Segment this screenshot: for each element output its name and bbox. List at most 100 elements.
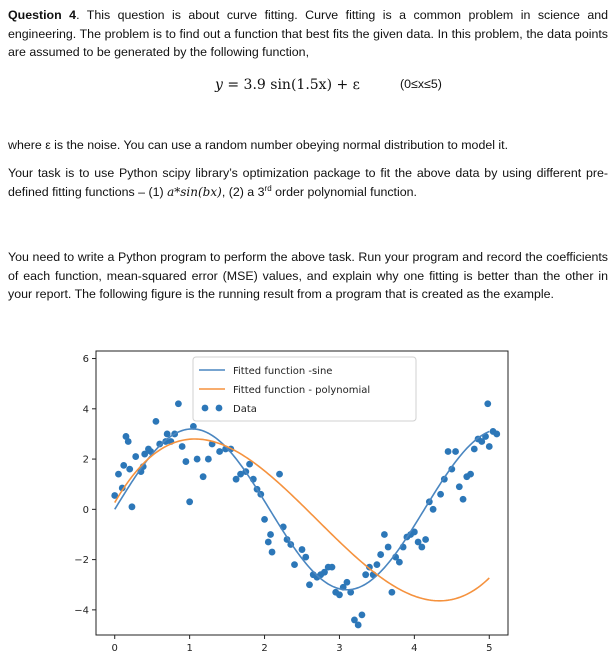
x-tick-label: 5 — [486, 643, 492, 652]
data-point — [437, 490, 444, 498]
data-point — [388, 588, 396, 596]
data-point — [414, 538, 422, 546]
data-point — [493, 430, 501, 438]
x-tick-label: 2 — [261, 643, 267, 652]
data-point — [354, 621, 362, 629]
data-point — [470, 445, 478, 453]
data-point — [362, 571, 370, 579]
data-point — [328, 563, 336, 571]
data-point — [186, 498, 194, 506]
y-tick-label: 4 — [83, 404, 89, 415]
data-point — [418, 543, 426, 551]
data-point — [351, 616, 358, 624]
data-point — [115, 470, 122, 478]
data-point — [306, 581, 313, 589]
data-point — [156, 440, 164, 448]
data-point — [132, 453, 140, 460]
data-point — [175, 400, 182, 408]
question-intro-text: . This question is about curve fitting. … — [8, 8, 608, 59]
data-point — [182, 458, 190, 465]
legend-poly-label: Fitted function - polynomial — [233, 385, 370, 396]
data-point — [410, 528, 418, 536]
data-point — [467, 470, 474, 478]
polynomial-fit-line — [114, 438, 490, 602]
data-point — [128, 503, 136, 511]
data-point — [124, 438, 132, 445]
data-point — [232, 475, 240, 483]
data-point — [395, 558, 403, 566]
y-tick-label: 6 — [83, 354, 89, 365]
data-point — [429, 505, 437, 513]
sine-fit-line — [114, 428, 490, 591]
data-point — [204, 455, 212, 463]
equation-range: (0≤x≤5) — [400, 77, 442, 91]
data-point — [216, 448, 224, 455]
x-tick-label: 4 — [411, 643, 417, 652]
x-tick-label: 0 — [112, 643, 118, 652]
y-tick-label: 2 — [83, 455, 89, 466]
data-point — [478, 438, 486, 445]
question-intro: Question 4. This question is about curve… — [8, 6, 608, 62]
noise-note: where ε is the noise. You can use a rand… — [8, 138, 509, 152]
x-tick-label: 3 — [336, 643, 342, 652]
data-point — [444, 448, 452, 455]
data-point — [291, 561, 298, 569]
data-point — [118, 484, 126, 492]
data-point — [366, 563, 373, 571]
legend-data-label: Data — [233, 404, 257, 415]
data-point — [111, 492, 119, 499]
equation: y = 3.9 sin(1.5x) + ε (0≤x≤5) — [0, 77, 616, 99]
data-point — [321, 568, 328, 576]
data-point — [381, 531, 388, 538]
data-point — [163, 430, 171, 438]
sine-function-x: x — [210, 184, 218, 199]
equation-lhs: y — [215, 77, 223, 93]
data-point — [264, 538, 272, 546]
data-point — [276, 470, 283, 478]
data-point — [358, 611, 366, 619]
question-label: Question 4 — [8, 8, 77, 22]
data-point — [336, 591, 343, 599]
data-point — [199, 473, 207, 481]
data-point — [152, 417, 160, 425]
data-point — [302, 553, 310, 561]
data-point — [298, 546, 306, 553]
data-point — [484, 400, 492, 408]
data-point — [455, 483, 463, 491]
task-text-before: Your task is to use Python scipy library… — [8, 166, 608, 199]
data-point — [268, 548, 276, 556]
task-paragraph: Your task is to use Python scipy library… — [8, 164, 608, 201]
data-point — [267, 531, 274, 538]
data-point — [347, 588, 355, 596]
y-tick-label: 0 — [83, 505, 89, 516]
data-point — [189, 422, 197, 430]
data-point — [448, 465, 456, 473]
legend-sine-label: Fitted function -sine — [233, 366, 332, 377]
legend-data-swatch — [215, 404, 223, 412]
data-point — [237, 470, 244, 478]
equation-formula: y = 3.9 sin(1.5x) + ε — [215, 77, 360, 93]
data-point — [377, 551, 385, 558]
y-tick-label: −2 — [74, 555, 89, 566]
data-point — [459, 495, 467, 503]
sine-function-close: ) — [217, 184, 222, 199]
data-point — [120, 461, 128, 469]
data-point — [452, 448, 459, 455]
task-text-after: order polynomial function. — [271, 184, 417, 199]
data-point — [178, 443, 186, 450]
data-point — [384, 543, 392, 551]
x-tick-label: 1 — [186, 643, 192, 652]
data-point — [126, 465, 134, 473]
data-point — [246, 460, 253, 468]
legend-data-swatch — [201, 404, 209, 412]
data-point — [261, 515, 268, 523]
sine-function-text: a*sin(b — [167, 184, 211, 199]
instructions-paragraph: You need to write a Python program to pe… — [8, 250, 608, 301]
data-point — [485, 443, 493, 450]
data-point — [422, 536, 429, 543]
ordinal-suffix: rd — [264, 183, 272, 193]
data-point — [373, 561, 381, 569]
task-text-mid: , (2) a 3 — [221, 184, 265, 199]
curve-fit-chart: 0 1 2 3 4 5 6 4 2 0 −2 −4 Fitted function -sine Fitte… — [74, 350, 509, 652]
